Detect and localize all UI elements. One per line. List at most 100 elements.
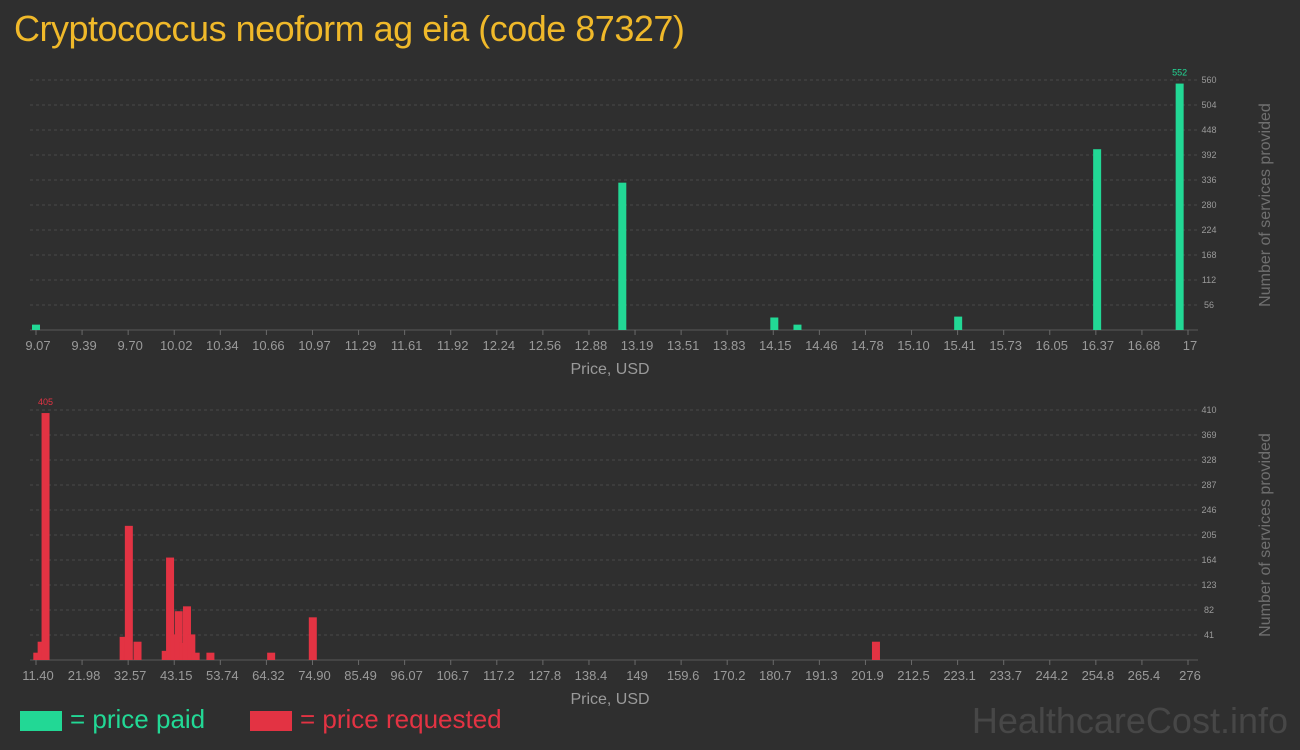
legend-item-requested: = price requested xyxy=(250,704,502,735)
series-paid-x-tick-label: 10.02 xyxy=(160,338,193,353)
legend-swatch-paid xyxy=(20,711,62,732)
series-paid-x-tick-label: 17 xyxy=(1183,338,1197,353)
series-paid-bar xyxy=(32,324,40,330)
series-paid-x-tick-label: 16.37 xyxy=(1082,338,1115,353)
series-paid-y-tick-label: 168 xyxy=(1201,250,1216,260)
series-requested-y-tick-label: 82 xyxy=(1204,605,1214,615)
series-requested-x-tick-label: 85.49 xyxy=(344,668,377,683)
series-paid-x-tick-label: 14.78 xyxy=(851,338,884,353)
series-requested-y-axis-label: Number of services provided xyxy=(1257,433,1274,637)
series-requested-x-tick-label: 223.1 xyxy=(943,668,976,683)
series-requested-x-axis-label: Price, USD xyxy=(570,691,649,708)
series-paid-bar xyxy=(770,317,779,330)
series-requested-y-tick-label: 246 xyxy=(1201,505,1216,515)
series-requested-bar xyxy=(871,641,880,660)
series-paid-y-axis-label: Number of services provided xyxy=(1257,103,1274,307)
series-requested-x-tick-label: 254.8 xyxy=(1082,668,1115,683)
series-requested-x-tick-label: 117.2 xyxy=(483,668,515,683)
series-requested-y-tick-label: 410 xyxy=(1201,405,1216,415)
series-paid-x-tick-label: 9.07 xyxy=(25,338,50,353)
series-paid-x-tick-label: 12.88 xyxy=(575,338,608,353)
series-paid-y-tick-label: 224 xyxy=(1201,225,1216,235)
series-paid-x-tick-label: 12.24 xyxy=(483,338,516,353)
series-paid-y-tick-label: 336 xyxy=(1201,175,1216,185)
series-requested-x-tick-label: 191.3 xyxy=(805,668,838,683)
series-requested-bar xyxy=(166,557,175,660)
series-paid-x-tick-label: 11.61 xyxy=(391,338,423,353)
series-requested-bar xyxy=(191,652,200,660)
series-requested-bar xyxy=(161,650,170,660)
legend-item-paid: = price paid xyxy=(20,704,205,735)
series-paid-x-tick-label: 13.51 xyxy=(667,338,700,353)
series-requested-bar xyxy=(187,634,196,660)
series-paid-x-tick-label: 15.41 xyxy=(943,338,976,353)
series-requested-bar xyxy=(41,413,50,660)
series-paid-x-tick-label: 15.10 xyxy=(897,338,930,353)
series-paid-x-tick-label: 10.34 xyxy=(206,338,239,353)
series-requested-x-tick-label: 11.40 xyxy=(22,668,54,683)
legend-label-paid: = price paid xyxy=(70,704,206,734)
series-requested-y-tick-label: 123 xyxy=(1201,580,1216,590)
series-paid-x-tick-label: 11.92 xyxy=(437,338,469,353)
price-requested-chart: 41 82 123 164 205 246 287 328 369 410 11.40 21.98 32… xyxy=(22,397,1274,708)
series-paid-bar xyxy=(1175,83,1184,330)
series-requested-bar xyxy=(174,611,183,660)
series-requested-x-tick-label: 149 xyxy=(626,668,648,683)
series-requested-bar xyxy=(308,617,317,660)
series-paid-y-tick-label: 392 xyxy=(1201,150,1216,160)
series-paid-x-tick-label: 13.19 xyxy=(621,338,654,353)
series-requested-x-tick-label: 43.15 xyxy=(160,668,193,683)
series-requested-x-tick-label: 106.7 xyxy=(436,668,469,683)
series-paid-bar xyxy=(618,182,627,330)
series-paid-y-tick-label: 280 xyxy=(1201,200,1216,210)
series-paid-y-tick-label: 112 xyxy=(1202,275,1216,285)
series-requested-y-tick-label: 164 xyxy=(1201,555,1216,565)
series-paid-x-tick-label: 10.97 xyxy=(298,338,331,353)
series-paid-y-tick-label: 504 xyxy=(1201,100,1216,110)
series-paid-x-tick-label: 16.68 xyxy=(1128,338,1161,353)
series-requested-bar xyxy=(33,652,42,660)
watermark: HealthcareCost.info xyxy=(971,700,1288,741)
series-requested-x-tick-label: 74.90 xyxy=(298,668,331,683)
series-paid-data-label: 552 xyxy=(1172,68,1187,78)
series-requested-bar xyxy=(170,634,179,660)
series-paid-bar xyxy=(793,324,802,330)
series-requested-x-tick-label: 138.4 xyxy=(575,668,608,683)
series-paid-x-tick-label: 13.83 xyxy=(713,338,746,353)
series-requested-bar xyxy=(206,652,215,660)
series-paid-x-tick-label: 11.29 xyxy=(345,338,377,353)
series-requested-x-tick-label: 96.07 xyxy=(390,668,423,683)
series-requested-x-tick-label: 170.2 xyxy=(713,668,746,683)
series-requested-bar xyxy=(182,606,191,660)
series-requested-x-tick-label: 265.4 xyxy=(1128,668,1161,683)
price-paid-chart: 56 112 168 224 280 336 392 448 504 560 9.07 9.39 9.7… xyxy=(25,68,1274,378)
series-paid-y-tick-label: 56 xyxy=(1204,300,1214,310)
series-paid-y-tick-label: 560 xyxy=(1201,75,1216,85)
series-requested-x-tick-label: 53.74 xyxy=(206,668,239,683)
series-requested-x-tick-label: 32.57 xyxy=(114,668,147,683)
series-requested-x-tick-label: 201.9 xyxy=(851,668,884,683)
series-paid-x-tick-label: 16.05 xyxy=(1035,338,1068,353)
series-paid-x-tick-label: 14.46 xyxy=(805,338,838,353)
series-requested-y-tick-label: 287 xyxy=(1201,480,1216,490)
series-requested-x-tick-label: 276 xyxy=(1179,668,1201,683)
series-paid-x-tick-label: 9.39 xyxy=(71,338,96,353)
series-requested-y-tick-label: 41 xyxy=(1204,630,1214,640)
series-requested-x-tick-label: 244.2 xyxy=(1035,668,1068,683)
series-requested-bar xyxy=(133,641,142,660)
series-requested-x-tick-label: 180.7 xyxy=(759,668,792,683)
page-title: Cryptococcus neoform ag eia (code 87327) xyxy=(14,8,685,49)
series-requested-x-tick-label: 159.6 xyxy=(667,668,700,683)
series-requested-y-tick-label: 369 xyxy=(1201,430,1216,440)
series-requested-bar xyxy=(124,525,133,660)
series-paid-x-tick-label: 10.66 xyxy=(252,338,285,353)
series-requested-bar xyxy=(119,636,128,660)
series-requested-x-tick-label: 212.5 xyxy=(897,668,930,683)
series-requested-data-label: 405 xyxy=(38,397,53,407)
series-requested-bar xyxy=(267,652,276,660)
series-paid-x-axis-label: Price, USD xyxy=(570,361,649,378)
series-paid-y-tick-label: 448 xyxy=(1201,125,1216,135)
legend-swatch-requested xyxy=(250,711,292,732)
series-paid-x-tick-label: 9.70 xyxy=(118,338,143,353)
series-requested-y-tick-label: 205 xyxy=(1201,530,1216,540)
